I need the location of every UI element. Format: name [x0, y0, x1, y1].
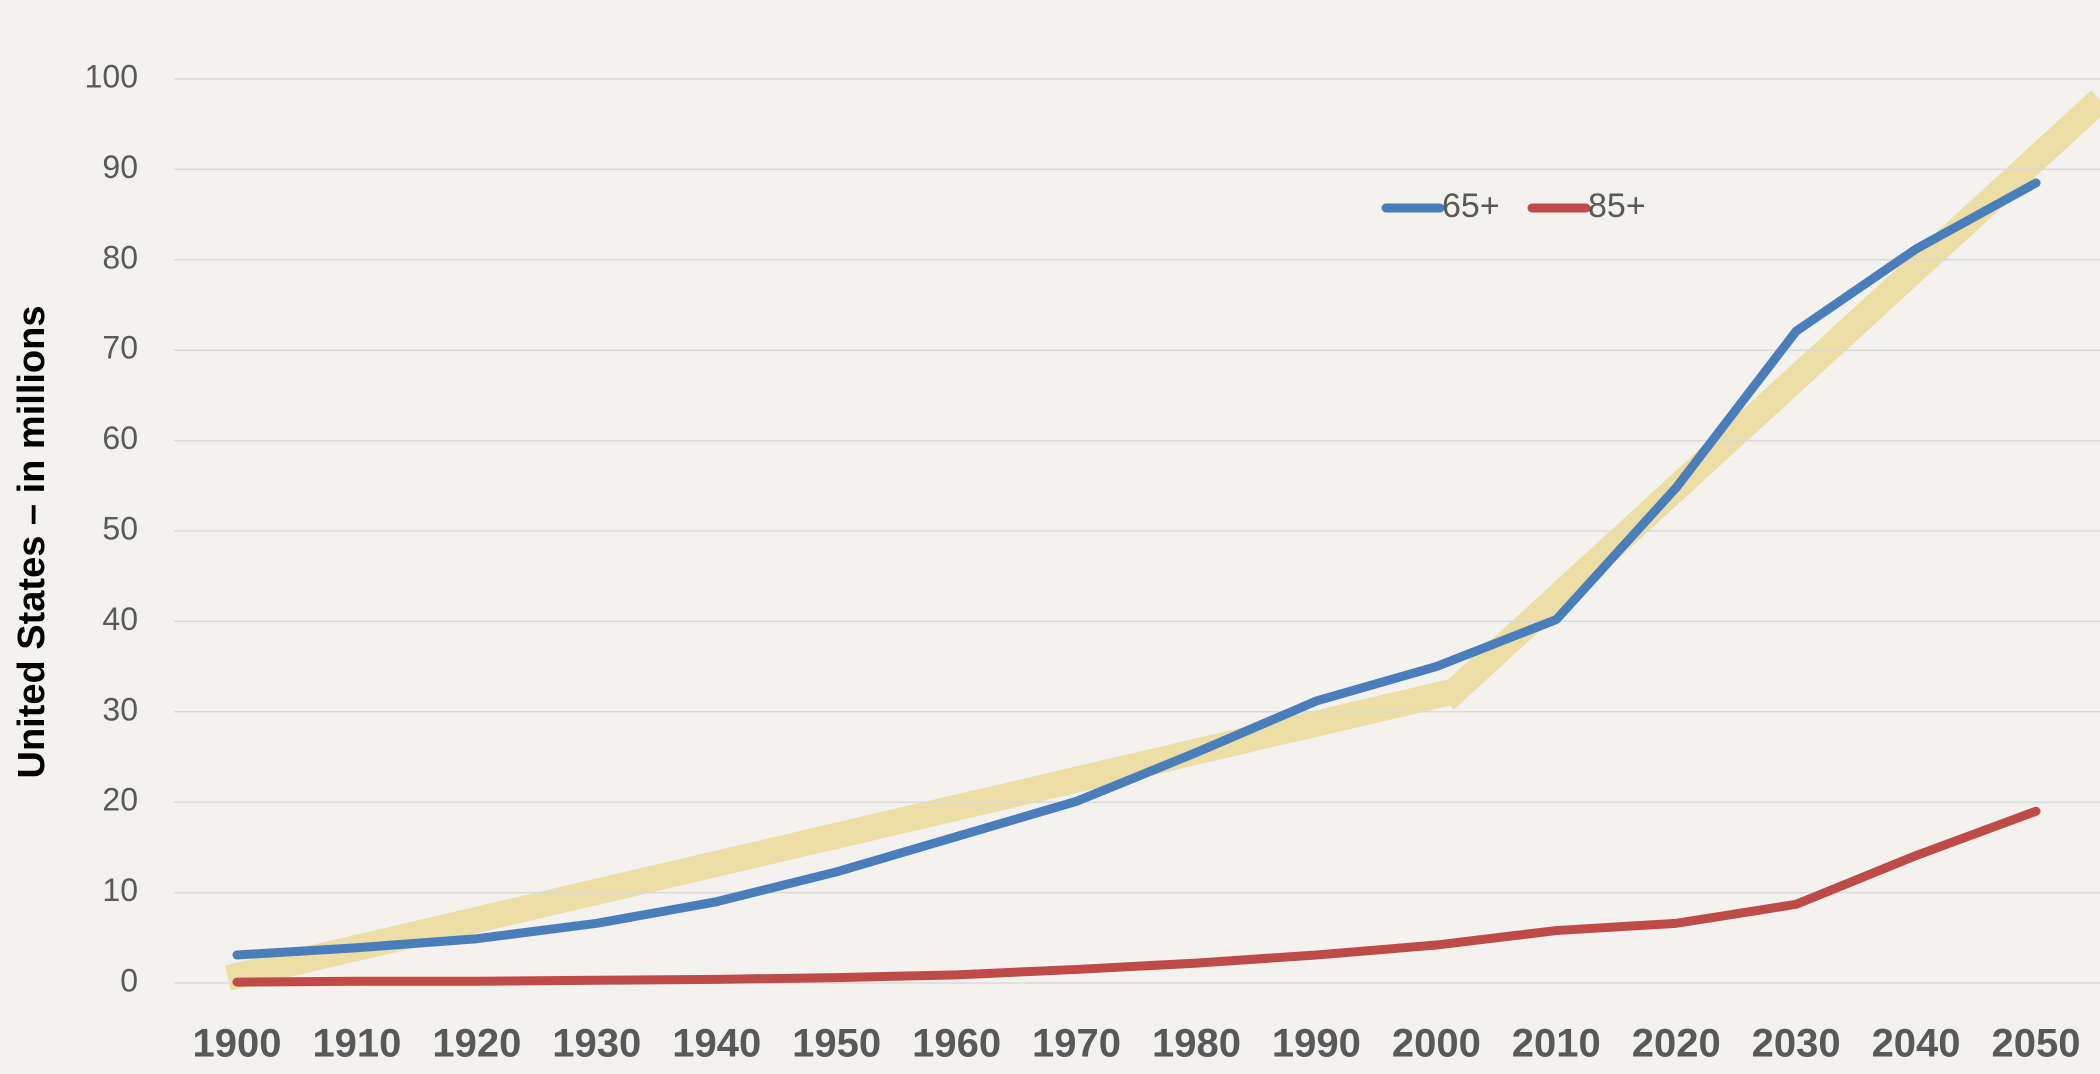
x-tick-label: 2030 — [1752, 1022, 1841, 1066]
legend-label: 85+ — [1588, 187, 1646, 225]
x-tick-label: 1950 — [792, 1022, 881, 1066]
x-tick-label: 2020 — [1632, 1022, 1721, 1066]
y-tick-label: 100 — [85, 58, 138, 94]
x-tick-label: 1980 — [1152, 1022, 1241, 1066]
x-tick-label: 1960 — [912, 1022, 1001, 1066]
y-tick-label: 10 — [102, 872, 138, 908]
y-tick-label: 30 — [102, 691, 138, 727]
x-tick-label: 1900 — [193, 1022, 282, 1066]
y-tick-label: 80 — [102, 239, 138, 275]
y-tick-label: 60 — [102, 420, 138, 456]
x-tick-label: 1990 — [1272, 1022, 1361, 1066]
x-tick-label: 1970 — [1032, 1022, 1121, 1066]
y-tick-label: 90 — [102, 149, 138, 185]
x-tick-label: 1920 — [432, 1022, 521, 1066]
series-line — [232, 806, 2041, 987]
x-tick-label: 2010 — [1512, 1022, 1601, 1066]
y-tick-label: 50 — [102, 510, 138, 546]
highlight — [225, 90, 2100, 991]
y-tick-label: 0 — [120, 962, 138, 998]
x-tick-label: 1940 — [672, 1022, 761, 1066]
y-axis-title: United States – in millions — [11, 306, 53, 779]
y-tick-label: 40 — [102, 601, 138, 637]
x-tick-label: 2050 — [1992, 1022, 2081, 1066]
legend-label: 65+ — [1442, 187, 1500, 225]
y-tick-label: 20 — [102, 782, 138, 818]
x-tick-label: 1910 — [312, 1022, 401, 1066]
x-tick-label: 1930 — [552, 1022, 641, 1066]
series-line — [232, 178, 2041, 960]
x-tick-label: 2040 — [1872, 1022, 1961, 1066]
y-tick-label: 70 — [102, 330, 138, 366]
x-tick-label: 2000 — [1392, 1022, 1481, 1066]
